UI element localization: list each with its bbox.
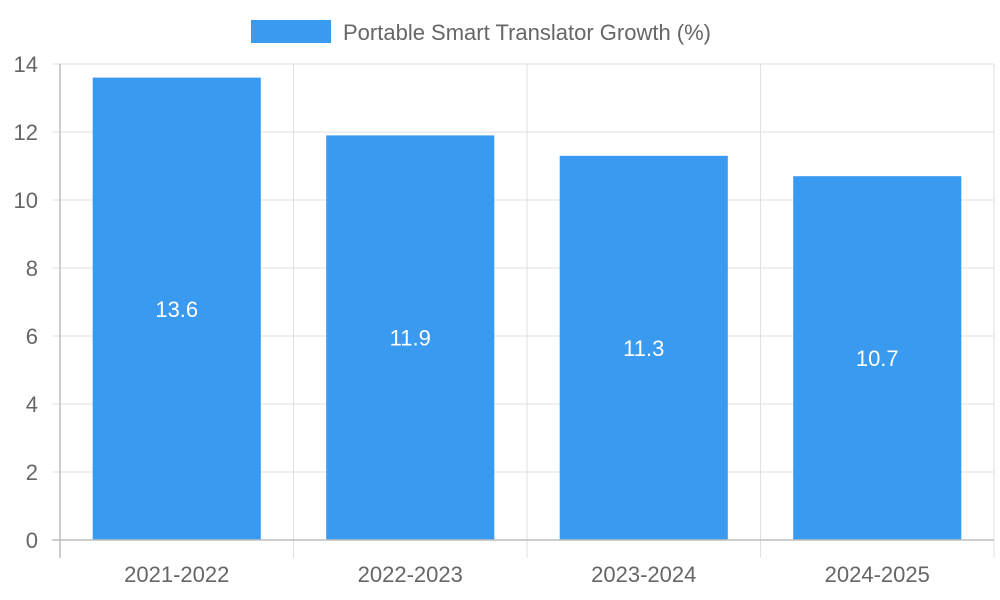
x-tick-label: 2023-2024: [591, 562, 696, 587]
data-labels: 13.6 11.9 11.3 10.7: [155, 297, 898, 371]
y-tick-label: 10: [14, 188, 38, 213]
bars: [92, 77, 962, 541]
legend-swatch: [251, 20, 331, 43]
x-axis-ticks: 2021-2022 2022-2023 2023-2024 2024-2025: [124, 562, 930, 587]
y-tick-label: 2: [26, 460, 38, 485]
y-tick-label: 14: [14, 52, 38, 77]
x-tick-label: 2021-2022: [124, 562, 229, 587]
y-tick-label: 8: [26, 256, 38, 281]
bar-value-label: 13.6: [155, 297, 198, 322]
y-tick-label: 0: [26, 528, 38, 553]
bar[interactable]: [793, 176, 962, 540]
axes: [52, 64, 994, 558]
y-tick-label: 6: [26, 324, 38, 349]
bar-value-label: 11.9: [390, 326, 431, 351]
y-tick-label: 12: [14, 120, 38, 145]
bar[interactable]: [326, 135, 495, 540]
bar-value-label: 11.3: [623, 336, 664, 361]
y-axis-ticks: 0 2 4 6 8 10 12 14: [14, 52, 38, 553]
bar[interactable]: [92, 77, 261, 540]
legend-label: Portable Smart Translator Growth (%): [343, 20, 711, 45]
y-tick-label: 4: [26, 392, 38, 417]
bar[interactable]: [559, 155, 728, 541]
bar-value-label: 10.7: [856, 346, 899, 371]
x-tick-label: 2022-2023: [358, 562, 463, 587]
legend[interactable]: Portable Smart Translator Growth (%): [251, 20, 711, 45]
x-tick-label: 2024-2025: [825, 562, 930, 587]
